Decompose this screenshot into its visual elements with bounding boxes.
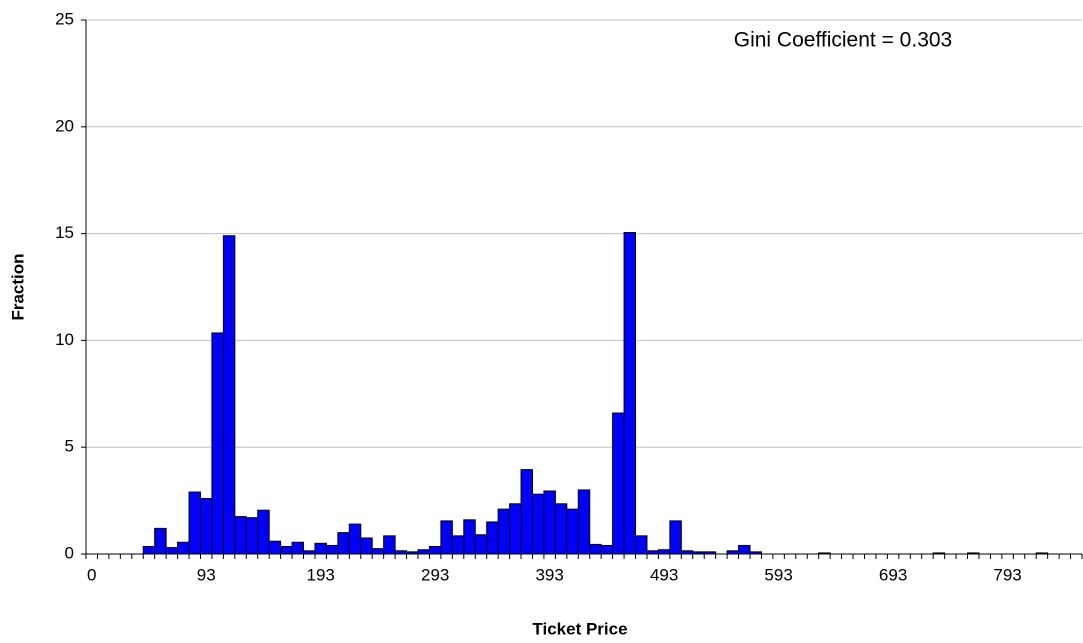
bar <box>703 551 717 555</box>
y-tick-label: 25 <box>55 9 74 28</box>
bar <box>600 544 614 555</box>
bar <box>417 549 430 555</box>
bar <box>497 508 511 555</box>
bar <box>268 540 282 555</box>
x-tick-label: 593 <box>764 565 792 584</box>
bar <box>531 493 545 555</box>
x-tick-label: 493 <box>650 565 678 584</box>
bar <box>566 508 579 555</box>
y-tick-label: 20 <box>55 116 74 135</box>
bar <box>520 469 533 555</box>
bar <box>234 516 247 555</box>
bar <box>509 503 522 555</box>
bar <box>577 489 591 555</box>
y-tick-label: 5 <box>65 437 74 456</box>
bar <box>348 523 362 555</box>
bar <box>177 541 190 555</box>
bar <box>211 332 224 555</box>
x-tick-label: 293 <box>421 565 449 584</box>
bar <box>303 550 316 555</box>
x-tick-label: 693 <box>879 565 907 584</box>
x-tick-label: 393 <box>535 565 563 584</box>
bar <box>154 527 167 555</box>
x-tick-label: 93 <box>197 565 216 584</box>
y-tick-label: 0 <box>65 543 74 562</box>
bar <box>394 550 408 555</box>
bar <box>612 412 625 555</box>
bar <box>428 546 442 555</box>
bar <box>371 548 385 555</box>
bar <box>280 546 293 555</box>
bar <box>291 541 305 555</box>
bar <box>474 534 488 555</box>
bar <box>337 532 350 555</box>
bar <box>657 549 671 555</box>
bar <box>623 232 637 555</box>
x-tick-label: 0 <box>87 565 96 584</box>
bar <box>165 547 179 555</box>
bar <box>589 543 602 555</box>
bar <box>738 544 751 555</box>
bar <box>1035 552 1049 555</box>
bar <box>932 552 946 555</box>
bar <box>680 550 694 555</box>
bar <box>188 491 201 555</box>
bar <box>635 535 648 555</box>
bar <box>360 537 373 555</box>
bar <box>451 535 465 555</box>
bar <box>440 520 453 555</box>
y-tick-label: 10 <box>55 330 74 349</box>
bar <box>222 235 236 555</box>
bar <box>749 551 762 555</box>
x-axis-title: Ticket Price <box>532 619 627 638</box>
bar <box>692 551 705 555</box>
annotation: Gini Coefficient = 0.303 <box>734 29 953 52</box>
bar <box>406 551 419 555</box>
bar <box>486 521 499 555</box>
bar <box>383 535 396 555</box>
bar <box>646 550 659 555</box>
y-axis-title: Fraction <box>8 253 27 320</box>
y-tick-label: 15 <box>55 223 74 242</box>
bar <box>726 550 740 555</box>
bar <box>818 552 831 555</box>
bar <box>257 509 270 555</box>
bar <box>669 520 682 555</box>
x-tick-label: 793 <box>993 565 1021 584</box>
bar <box>142 546 156 555</box>
bar <box>199 497 213 555</box>
bar <box>245 517 259 555</box>
bar <box>325 544 339 555</box>
bar <box>314 542 327 555</box>
bar <box>543 490 556 555</box>
bar <box>967 552 980 555</box>
bar <box>463 519 476 555</box>
bar <box>554 503 568 555</box>
x-tick-label: 193 <box>307 565 335 584</box>
